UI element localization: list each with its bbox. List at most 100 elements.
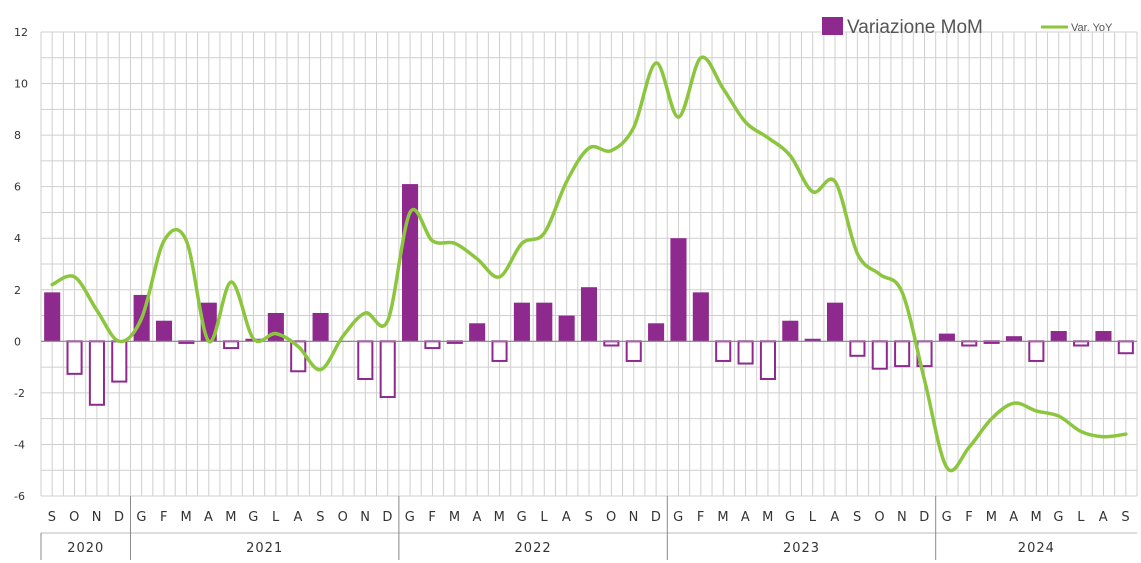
legend: Variazione MoM Var. YoY (822, 17, 1113, 38)
year-label: 2021 (246, 541, 283, 556)
mom-bar (1095, 331, 1112, 342)
x-tick-label: F (428, 510, 436, 525)
x-tick-label: N (360, 510, 370, 525)
mom-bar (223, 340, 240, 350)
mom-bar (155, 320, 173, 342)
x-tick-label: S (316, 510, 325, 525)
x-tick-label: A (1009, 510, 1018, 525)
x-tick-label: D (382, 510, 393, 525)
x-tick-label: G (673, 510, 684, 525)
mom-bar (603, 340, 620, 347)
y-tick-label: 6 (14, 181, 21, 194)
yoy-series-line (50, 55, 1128, 473)
x-tick-label: N (92, 510, 102, 525)
x-tick-label: M (762, 510, 774, 525)
x-tick-label: S (48, 510, 57, 525)
x-tick-label: G (248, 510, 259, 525)
x-tick-label: F (697, 510, 705, 525)
mom-bar (1050, 331, 1067, 342)
year-label: 2024 (1018, 541, 1055, 556)
x-tick-label: D (114, 510, 125, 525)
legend-swatch-mom (822, 17, 843, 35)
mom-bar (1117, 340, 1134, 355)
x-tick-label: L (540, 510, 548, 525)
mom-bar (1028, 340, 1045, 362)
mom-bar (670, 238, 687, 342)
legend-label-yoy: Var. YoY (1071, 22, 1113, 34)
mom-bar (513, 302, 530, 342)
x-tick-label: M (1030, 510, 1042, 525)
year-label: 2023 (783, 541, 820, 556)
x-tick-label: M (225, 510, 237, 525)
x-tick-label: A (1099, 510, 1108, 525)
x-tick-label: G (136, 510, 147, 525)
yoy-line (50, 55, 1128, 473)
x-tick-label: G (1053, 510, 1064, 525)
mom-bar (715, 340, 732, 362)
y-tick-label: -6 (14, 490, 25, 503)
mom-bar (379, 340, 396, 399)
x-tick-label: O (874, 510, 885, 525)
x-tick-label: M (494, 510, 506, 525)
x-tick-label: A (741, 510, 750, 525)
mom-bar (737, 340, 754, 365)
mom-bar (782, 320, 799, 342)
mom-bar (111, 340, 128, 383)
mom-bar (804, 338, 821, 342)
mom-bar (648, 323, 665, 342)
x-tick-label: D (651, 510, 662, 525)
mom-bar (692, 292, 709, 342)
x-tick-label: L (272, 510, 280, 525)
mom-bar (536, 302, 553, 342)
mom-bar (357, 340, 374, 381)
x-tick-label: L (809, 510, 817, 525)
x-tick-label: O (69, 510, 80, 525)
mom-bar (1073, 340, 1090, 347)
x-tick-label: S (1121, 510, 1130, 525)
y-tick-label: 4 (14, 232, 21, 245)
x-tick-label: M (181, 510, 193, 525)
x-tick-label: G (942, 510, 953, 525)
grid-horizontal (41, 31, 1137, 497)
mom-bar (871, 340, 888, 370)
x-tick-label: O (606, 510, 617, 525)
x-tick-label: G (517, 510, 528, 525)
x-tick-label: A (830, 510, 839, 525)
mom-bar (44, 292, 61, 342)
mom-bar (580, 287, 598, 342)
x-tick-label: A (294, 510, 303, 525)
mom-bar (961, 340, 978, 347)
x-tick-label: F (965, 510, 973, 525)
y-axis: 12 10 8 6 4 2 0 -2 -4 -6 (14, 26, 28, 503)
mom-bar (938, 333, 955, 342)
mom-bar (849, 340, 866, 357)
x-tick-label: M (986, 510, 998, 525)
y-tick-label: 12 (14, 26, 28, 39)
mom-bar (826, 302, 844, 342)
mom-bar (424, 340, 441, 350)
mom-bar (625, 340, 642, 362)
mom-bar (88, 340, 105, 406)
y-tick-label: 8 (14, 129, 21, 142)
x-tick-label: S (853, 510, 862, 525)
y-tick-label: 0 (14, 335, 21, 348)
mom-bar (759, 340, 776, 381)
mom-bar (1005, 336, 1023, 342)
x-tick-label: A (472, 510, 481, 525)
x-tick-label: F (160, 510, 168, 525)
mom-bars (44, 184, 1134, 406)
x-tick-label: A (204, 510, 213, 525)
year-label: 2020 (67, 541, 104, 556)
y-tick-label: 10 (14, 78, 28, 91)
x-tick-label: A (562, 510, 571, 525)
x-tick-label: S (585, 510, 594, 525)
x-tick-label: M (449, 510, 461, 525)
y-tick-label: -4 (14, 438, 25, 451)
x-tick-label: G (405, 510, 416, 525)
mom-bar (402, 184, 419, 342)
mom-bar (558, 315, 575, 342)
legend-label-mom: Variazione MoM (847, 17, 983, 38)
y-tick-label: -2 (14, 387, 25, 400)
